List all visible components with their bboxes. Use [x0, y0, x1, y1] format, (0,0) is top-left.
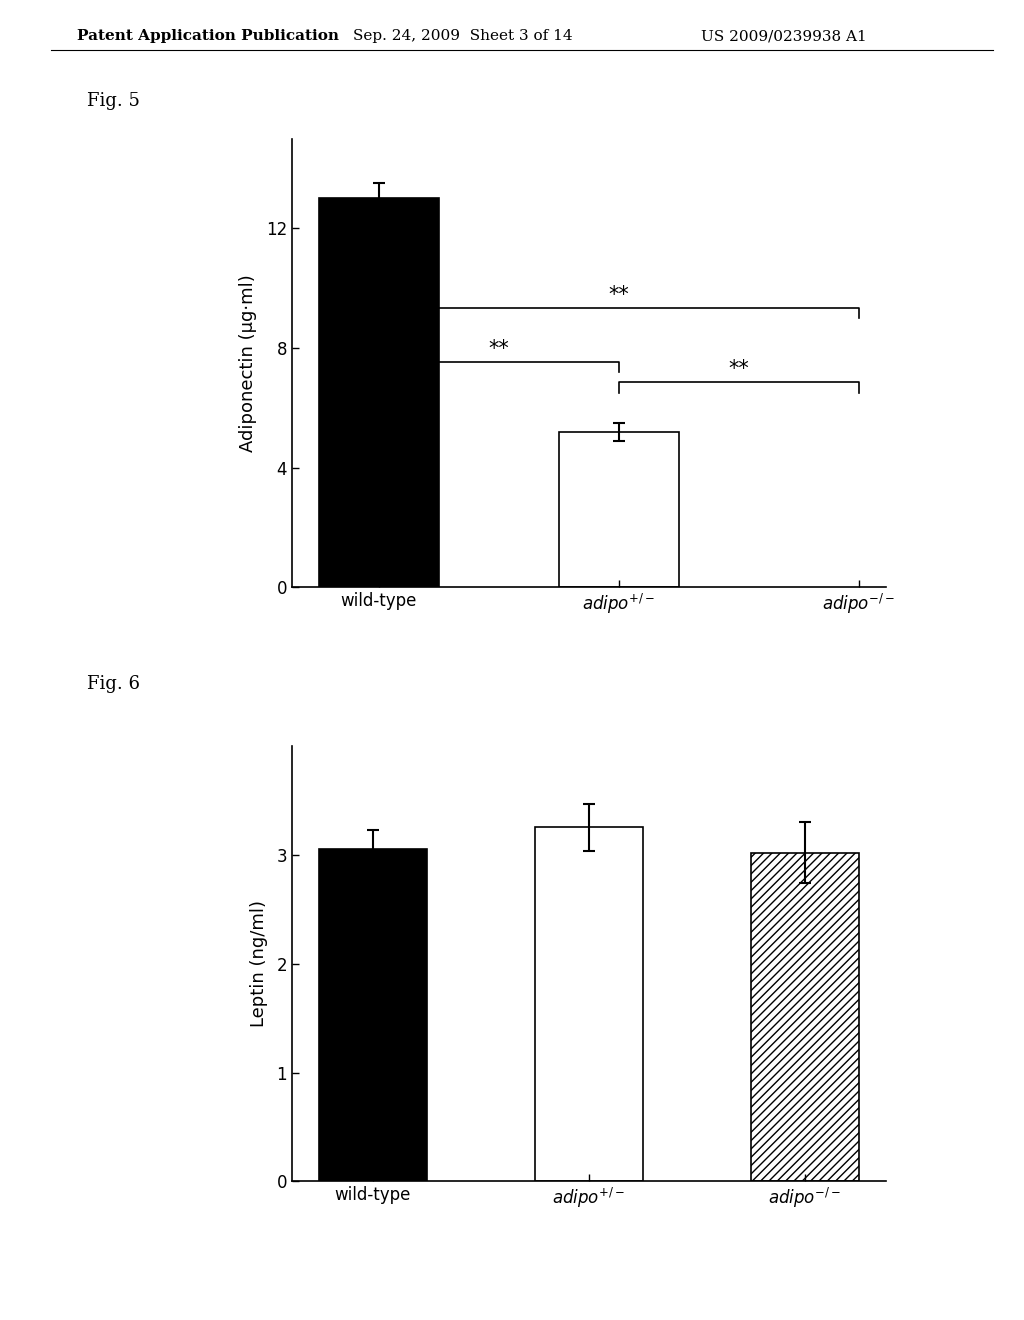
Bar [559, 432, 679, 587]
Text: Fig. 6: Fig. 6 [87, 675, 140, 693]
Bar [535, 828, 643, 1181]
Text: **: ** [488, 338, 509, 359]
Text: Patent Application Publication: Patent Application Publication [77, 29, 339, 44]
Bar [751, 853, 859, 1181]
Text: **: ** [608, 285, 629, 305]
Text: Fig. 5: Fig. 5 [87, 91, 140, 110]
Bar [318, 198, 439, 587]
Bar [318, 849, 427, 1181]
Text: **: ** [728, 359, 750, 379]
Text: US 2009/0239938 A1: US 2009/0239938 A1 [701, 29, 867, 44]
Text: Sep. 24, 2009  Sheet 3 of 14: Sep. 24, 2009 Sheet 3 of 14 [353, 29, 572, 44]
Y-axis label: Adiponectin (μg·ml): Adiponectin (μg·ml) [240, 275, 257, 451]
Y-axis label: Leptin (ng/ml): Leptin (ng/ml) [250, 900, 268, 1027]
